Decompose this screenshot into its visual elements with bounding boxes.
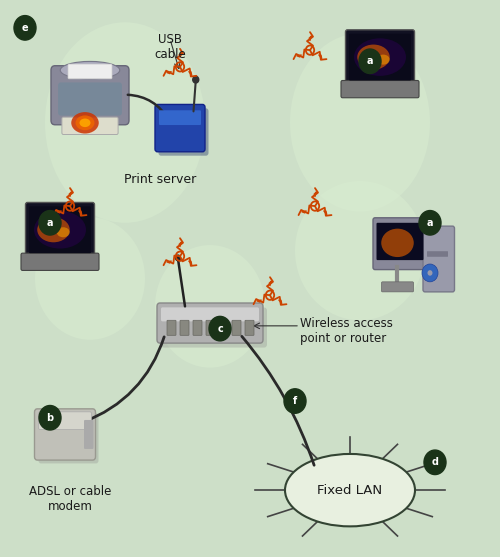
FancyBboxPatch shape: [376, 223, 424, 260]
Text: e: e: [22, 23, 29, 33]
Ellipse shape: [155, 245, 265, 368]
Circle shape: [424, 450, 446, 475]
Text: ADSL or cable
modem: ADSL or cable modem: [29, 485, 111, 512]
Circle shape: [39, 405, 61, 430]
Ellipse shape: [381, 228, 414, 257]
FancyBboxPatch shape: [159, 110, 201, 125]
Ellipse shape: [295, 181, 425, 320]
FancyBboxPatch shape: [245, 320, 254, 335]
Ellipse shape: [57, 227, 70, 237]
FancyBboxPatch shape: [38, 412, 92, 429]
FancyBboxPatch shape: [423, 226, 454, 292]
Ellipse shape: [37, 217, 70, 242]
FancyBboxPatch shape: [346, 30, 414, 85]
Ellipse shape: [35, 217, 145, 340]
Circle shape: [422, 264, 438, 282]
FancyBboxPatch shape: [180, 320, 189, 335]
Text: a: a: [47, 218, 53, 228]
Circle shape: [39, 211, 61, 235]
Circle shape: [284, 389, 306, 413]
FancyBboxPatch shape: [21, 253, 99, 271]
Ellipse shape: [60, 61, 120, 79]
FancyBboxPatch shape: [68, 64, 112, 79]
FancyBboxPatch shape: [206, 320, 215, 335]
FancyBboxPatch shape: [84, 420, 94, 449]
FancyBboxPatch shape: [62, 117, 118, 135]
Text: Fixed LAN: Fixed LAN: [318, 483, 382, 497]
FancyBboxPatch shape: [232, 320, 241, 335]
FancyBboxPatch shape: [373, 218, 427, 270]
Text: a: a: [427, 218, 433, 228]
FancyBboxPatch shape: [341, 81, 419, 98]
Ellipse shape: [76, 115, 94, 130]
FancyBboxPatch shape: [158, 109, 208, 156]
Ellipse shape: [80, 119, 90, 127]
Circle shape: [192, 76, 198, 83]
Text: a: a: [367, 56, 373, 66]
Text: f: f: [293, 396, 297, 406]
FancyBboxPatch shape: [51, 66, 129, 125]
Ellipse shape: [34, 211, 86, 248]
Ellipse shape: [354, 38, 406, 76]
Text: b: b: [46, 413, 54, 423]
FancyBboxPatch shape: [382, 282, 414, 292]
FancyBboxPatch shape: [26, 203, 94, 257]
FancyBboxPatch shape: [155, 105, 205, 152]
Ellipse shape: [377, 55, 390, 65]
FancyBboxPatch shape: [58, 82, 122, 116]
Ellipse shape: [71, 112, 99, 134]
FancyBboxPatch shape: [349, 34, 411, 81]
Circle shape: [419, 211, 441, 235]
Circle shape: [176, 255, 180, 261]
Text: USB
cable: USB cable: [154, 33, 186, 61]
FancyBboxPatch shape: [34, 409, 96, 460]
Ellipse shape: [45, 22, 205, 223]
Circle shape: [359, 49, 381, 74]
Ellipse shape: [290, 33, 430, 212]
FancyBboxPatch shape: [167, 320, 176, 335]
FancyBboxPatch shape: [219, 320, 228, 335]
Text: d: d: [432, 457, 438, 467]
Circle shape: [428, 270, 432, 276]
Ellipse shape: [357, 45, 390, 70]
FancyBboxPatch shape: [161, 307, 267, 348]
FancyBboxPatch shape: [161, 307, 259, 321]
FancyBboxPatch shape: [193, 320, 202, 335]
FancyBboxPatch shape: [38, 413, 98, 463]
Ellipse shape: [285, 454, 415, 526]
FancyBboxPatch shape: [29, 207, 91, 253]
FancyBboxPatch shape: [427, 251, 448, 257]
Text: c: c: [217, 324, 223, 334]
Circle shape: [14, 16, 36, 40]
Text: Print server: Print server: [124, 173, 196, 185]
Text: Wireless access
point or router: Wireless access point or router: [300, 317, 393, 345]
FancyBboxPatch shape: [157, 303, 263, 343]
Circle shape: [209, 316, 231, 341]
